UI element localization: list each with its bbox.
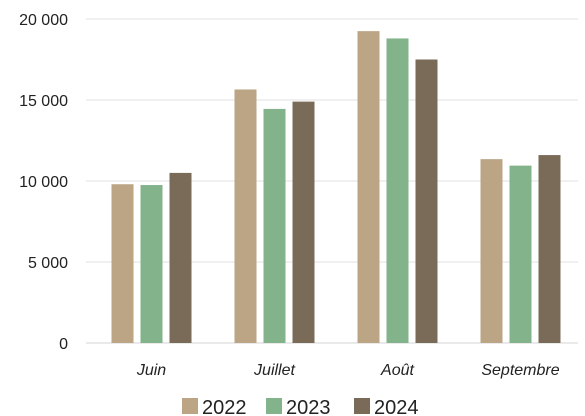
x-tick-label: Septembre bbox=[481, 362, 559, 379]
bar-2022-août bbox=[357, 31, 380, 344]
bar-2022-juillet bbox=[234, 89, 257, 343]
legend-label-2023: 2023 bbox=[286, 397, 331, 416]
bar-2024-août bbox=[415, 59, 438, 343]
y-tick-label: 15 000 bbox=[19, 93, 68, 110]
legend-label-2022: 2022 bbox=[202, 397, 247, 416]
y-tick-label: 0 bbox=[59, 336, 68, 353]
x-axis: Juin Juillet Août Septembre bbox=[136, 362, 560, 379]
bar-2024-juillet bbox=[292, 101, 315, 344]
x-tick-label: Juillet bbox=[253, 362, 295, 379]
y-axis: 0 5 000 10 000 15 000 20 000 bbox=[19, 12, 68, 353]
x-tick-label: Août bbox=[380, 362, 414, 379]
bar-2023-août bbox=[386, 38, 409, 343]
y-tick-label: 5 000 bbox=[28, 255, 68, 272]
legend-label-2024: 2024 bbox=[374, 397, 419, 416]
bar-2023-septembre bbox=[509, 165, 532, 343]
bar-2024-juin bbox=[169, 172, 192, 343]
bar-2024-septembre bbox=[538, 155, 561, 343]
legend-swatch-2024 bbox=[354, 398, 370, 414]
x-tick-label: Juin bbox=[136, 362, 166, 379]
bar-2023-juillet bbox=[263, 108, 286, 343]
bar-2023-juin bbox=[140, 185, 163, 343]
bar-2022-septembre bbox=[480, 159, 503, 343]
legend-swatch-2022 bbox=[182, 398, 198, 414]
bar-2022-juin bbox=[111, 184, 134, 343]
y-tick-label: 20 000 bbox=[19, 12, 68, 29]
bars bbox=[111, 31, 561, 344]
legend-swatch-2023 bbox=[266, 398, 282, 414]
y-tick-label: 10 000 bbox=[19, 174, 68, 191]
legend: 2022 2023 2024 bbox=[182, 397, 419, 416]
